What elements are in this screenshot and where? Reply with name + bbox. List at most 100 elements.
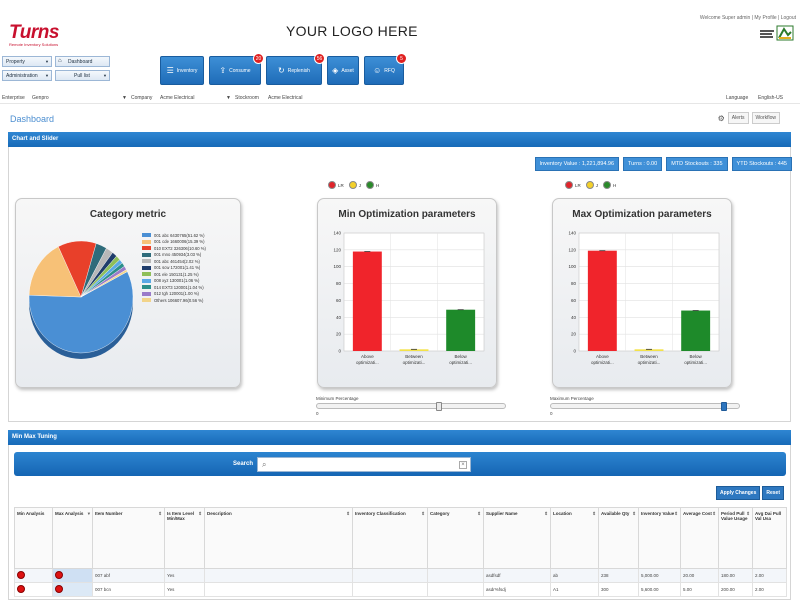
search-input[interactable]: ⌕ × (257, 457, 471, 472)
column-header[interactable]: Item Number ⇕ (92, 507, 165, 569)
sort-icon[interactable]: ⇕ (544, 511, 548, 516)
sort-icon[interactable]: ▾ (87, 511, 90, 516)
max-rag-legend: LR J H (565, 181, 616, 189)
rag-green-label: H (613, 182, 617, 188)
table-row[interactable]: 007 abf Yes asdfsdf ab 238 5,000.00 20.00 180.0… (14, 568, 787, 583)
yellow-dot-icon (348, 181, 357, 189)
min-optimization-chart: 020406080100120140Aboveoptimizati...Betw… (333, 231, 485, 365)
minmax-section-header[interactable]: Min Max Tuning (8, 430, 791, 445)
sort-icon[interactable]: ⇕ (712, 511, 716, 516)
workflow-button[interactable]: Workflow (751, 112, 780, 124)
user-menu[interactable]: Welcome Super admin | My Profile | Logou… (699, 15, 796, 21)
column-header[interactable]: Supplier Name ⇕ (483, 507, 551, 569)
category-metric-panel: Category metric 001 abc 6430765(51.62 %)… (15, 198, 241, 388)
sort-icon[interactable]: ⇕ (421, 511, 425, 516)
yellow-dot-icon (585, 181, 594, 189)
enterprise-select[interactable]: Genpro (32, 95, 49, 101)
sort-icon[interactable]: ⇕ (632, 511, 636, 516)
column-header-label: Item Number (95, 511, 123, 516)
tile-replenish[interactable]: ↻ Replenish 56 (266, 53, 325, 85)
red-dot-icon (565, 181, 573, 189)
dashboard-label: Dashboard (68, 59, 93, 65)
stockroom-select[interactable]: Acme Electrical (268, 95, 303, 101)
sort-icon[interactable]: ⇕ (346, 511, 350, 516)
sort-icon[interactable]: ⇕ (477, 511, 481, 516)
chevron-down-icon: ▼ (226, 95, 231, 101)
alerts-button[interactable]: Alerts (727, 112, 749, 124)
legend-item[interactable]: 001 ele 150131(1.25 %) (142, 271, 206, 278)
legend-item[interactable]: 012 tgh 120001(1.00 %) (142, 291, 206, 298)
table-row[interactable]: 007 bcn Yes asdr%fsdj A1 300 5,600.00 5.00 200.… (14, 582, 787, 597)
language-select[interactable]: English-US (758, 95, 784, 101)
column-header[interactable]: Average Cost ⇕ (680, 507, 719, 569)
legend-label: 001 cde 1660006(15.39 %) (154, 239, 205, 245)
company-select[interactable]: Acme Electrical (160, 95, 195, 101)
column-header[interactable]: Min Analysis (14, 507, 53, 569)
table-cell: 2.00 (752, 582, 787, 597)
column-header[interactable]: Inventory Classification ⇕ (352, 507, 428, 569)
table-cell (204, 582, 353, 597)
column-header[interactable]: Category ⇕ (427, 507, 484, 569)
legend-swatch (142, 278, 151, 283)
property-select[interactable]: Property ▼ (2, 56, 52, 67)
min-slider-track[interactable] (316, 403, 506, 409)
tile-rfq[interactable]: ☺ RFQ 5 (364, 53, 407, 85)
legend-item[interactable]: 001 abc 461454(2.02 %) (142, 258, 206, 265)
legend-item[interactable]: 008 xyz 130001(1.06 %) (142, 278, 206, 285)
legend-item[interactable]: 001 cde 1660006(15.39 %) (142, 239, 206, 246)
minmax-section-title: Min Max Tuning (12, 434, 57, 440)
column-header-label: Min Analysis (17, 511, 45, 516)
y-tick-label: 20 (336, 332, 342, 337)
chart-section-header[interactable]: Chart and Slider (8, 132, 791, 147)
sort-icon[interactable]: ⇕ (674, 511, 678, 516)
tile-asset[interactable]: ◈ Asset (327, 56, 359, 85)
sort-icon[interactable]: ⇕ (198, 511, 202, 516)
column-header[interactable]: Is Item Level Min/Max ⇕ (164, 507, 205, 569)
administration-select[interactable]: Administration ▼ (2, 70, 52, 81)
max-slider-handle[interactable] (721, 402, 728, 411)
gear-icon[interactable]: ⚙ (717, 113, 725, 123)
reset-button[interactable]: Reset (762, 486, 784, 500)
brand-logo[interactable]: Turns Remote Inventory Solutions (9, 22, 59, 47)
column-header[interactable]: Avg Dai Pull Val Usa (752, 507, 787, 569)
mtd-stockouts-stat[interactable]: MTD Stockouts : 335 (666, 157, 728, 171)
column-header[interactable]: Available Qty ⇕ (598, 507, 639, 569)
min-slider-handle[interactable] (435, 402, 442, 411)
bar (681, 310, 711, 351)
legend-label: 001 abc 6430765(51.62 %) (154, 232, 205, 238)
table-cell (204, 568, 353, 583)
column-header[interactable]: Inventory Value ⇕ (638, 507, 681, 569)
max-slider-track[interactable] (550, 403, 740, 409)
tile-inventory[interactable]: ☰ Inventory (160, 56, 204, 85)
tile-label: Consume (229, 67, 251, 74)
legend-item[interactable]: 014 EXT3 120001(1.04 %) (142, 284, 206, 291)
property-label: Property (6, 59, 25, 65)
rag-red-label: LR (338, 182, 344, 188)
sort-icon[interactable]: ⇕ (158, 511, 162, 516)
legend-item[interactable]: 010 EXT2 326306(10.60 %) (142, 245, 206, 252)
column-header[interactable]: Location ⇕ (550, 507, 599, 569)
left-nav: Property ▼ ⌂ Dashboard Administration ▼ … (2, 56, 112, 84)
turns-stat[interactable]: Turns : 0.00 (623, 157, 663, 171)
stockroom-label: Stockroom (235, 95, 259, 101)
column-header[interactable]: Description ⇕ (204, 507, 353, 569)
table-cell: A1 (550, 582, 599, 597)
red-status-icon (55, 571, 63, 579)
category-metric-title: Category metric (89, 209, 167, 220)
tile-consume[interactable]: ⇪ Consume 20 (209, 53, 264, 85)
legend-item[interactable]: 001 mno 450934(3.03 %) (142, 252, 206, 259)
sort-icon[interactable]: ⇕ (746, 511, 750, 516)
inventory-value-stat[interactable]: Inventory Value : 1,221,894.96 (534, 157, 620, 171)
bar (352, 251, 382, 351)
ytd-stockouts-stat[interactable]: YTD Stockouts : 445 (731, 157, 792, 171)
apply-changes-button[interactable]: Apply Changes (715, 486, 761, 500)
clear-search-icon[interactable]: × (459, 461, 467, 469)
column-header[interactable]: Period Pull Value Usage ⇕ (718, 507, 753, 569)
dashboard-nav[interactable]: ⌂ Dashboard (55, 56, 110, 67)
legend-item[interactable]: Others 106607.96(0.56 %) (142, 297, 206, 304)
column-header[interactable]: Max Analysis ▾ (52, 507, 93, 569)
legend-item[interactable]: 001 abc 6430765(51.62 %) (142, 232, 206, 239)
sort-icon[interactable]: ⇕ (592, 511, 596, 516)
pull-list-select[interactable]: Pull list ▼ (55, 70, 110, 81)
legend-item[interactable]: 001 scw 172001(1.41 %) (142, 265, 206, 272)
